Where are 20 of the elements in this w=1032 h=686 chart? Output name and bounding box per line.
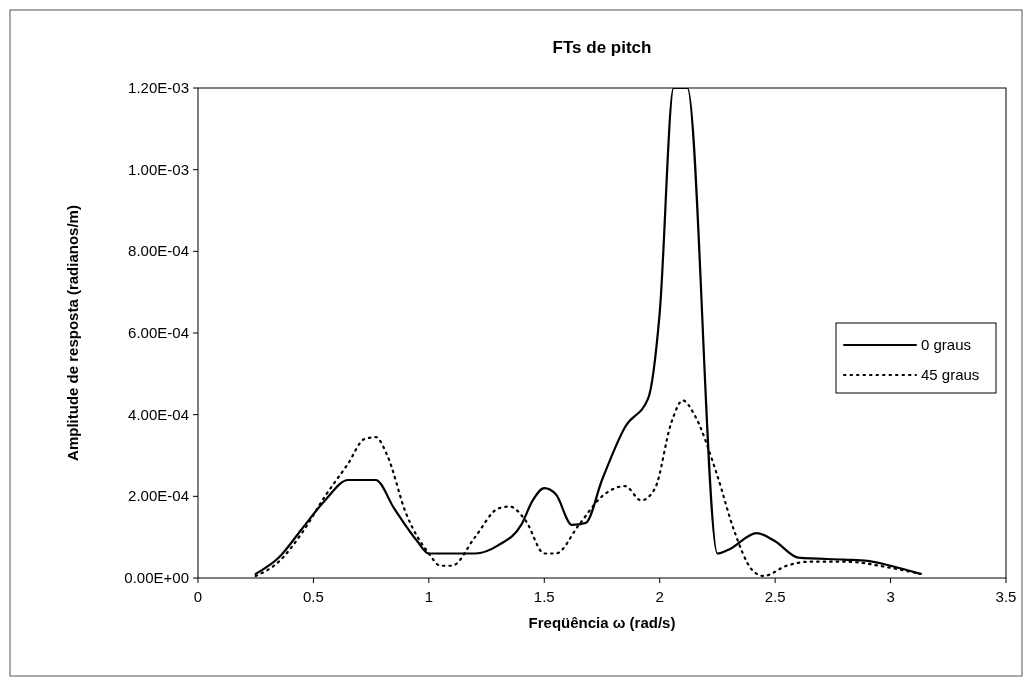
x-tick-label: 2.5 bbox=[764, 588, 786, 605]
y-tick-label: 8.00E-04 bbox=[128, 242, 189, 260]
legend-label: 0 graus bbox=[921, 336, 972, 353]
y-tick-label: 2.00E-04 bbox=[128, 487, 189, 505]
x-tick-label: 3 bbox=[886, 588, 895, 605]
x-tick-label: 0 bbox=[193, 588, 203, 605]
y-tick-label: 1.00E-03 bbox=[128, 160, 189, 178]
legend-label: 45 graus bbox=[921, 366, 980, 383]
chart-title: FTs de pitch bbox=[552, 38, 652, 57]
x-tick-label: 3.5 bbox=[995, 588, 1017, 605]
y-axis-title: Amplitude de resposta (radianos/m) bbox=[64, 205, 81, 461]
x-tick-label: 1.5 bbox=[533, 588, 555, 605]
x-tick-label: 1 bbox=[424, 588, 434, 605]
x-tick-label: 0.5 bbox=[303, 588, 324, 605]
y-tick-label: 6.00E-04 bbox=[128, 324, 189, 341]
y-tick-label: 4.00E-04 bbox=[128, 405, 189, 423]
y-tick-label: 0.00E+00 bbox=[124, 569, 189, 586]
x-tick-label: 2 bbox=[655, 588, 664, 605]
y-tick-label: 1.20E-03 bbox=[128, 79, 189, 96]
x-axis-title: Freqüência ω (rad/s) bbox=[528, 614, 676, 631]
